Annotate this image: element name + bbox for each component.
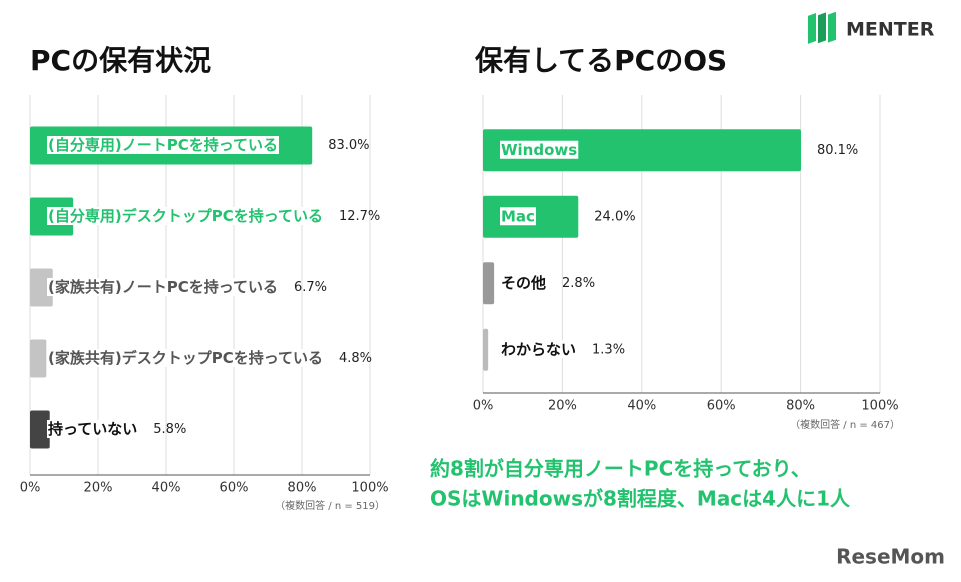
x-tick-label: 100% — [351, 481, 388, 496]
category-label: 持っていない — [48, 420, 137, 438]
label-background — [500, 140, 579, 159]
x-tick-label: 20% — [548, 399, 577, 414]
x-tick-label: 80% — [288, 481, 317, 496]
chart-title: PCの保有状況 — [30, 44, 211, 77]
value-label: 6.7% — [294, 280, 327, 295]
x-tick-label: 100% — [861, 399, 898, 414]
value-label: 24.0% — [594, 209, 635, 224]
category-label: わからない — [501, 340, 576, 358]
category-label: (自分専用)ノートPCを持っている — [48, 136, 278, 154]
category-label: Windows — [501, 141, 577, 159]
label-background — [47, 420, 139, 438]
value-label: 4.8% — [339, 351, 372, 366]
value-label: 2.8% — [562, 276, 595, 291]
x-tick-label: 60% — [707, 399, 736, 414]
category-label: (家族共有)デスクトップPCを持っている — [48, 349, 323, 367]
label-background — [500, 340, 578, 359]
category-label: (家族共有)ノートPCを持っている — [48, 278, 278, 296]
value-label: 80.1% — [817, 143, 858, 158]
chart: 保有してるPCのOS 0% 20% 40% 60% 80% 100% （複数回答 / n = … — [473, 44, 900, 431]
x-tick-label: 0% — [473, 399, 494, 414]
watermark: ReseMom — [836, 545, 945, 569]
logo-mark — [828, 11, 836, 43]
value-label: 5.8% — [153, 422, 186, 437]
x-tick-label: 40% — [152, 481, 181, 496]
brand-logo: MENTER — [808, 11, 935, 44]
bar — [30, 410, 50, 449]
chart: PCの保有状況 0% 20% 40% 60% 80% 100% （複数回答 / n = 519… — [20, 44, 389, 512]
x-tick-label: 60% — [220, 481, 249, 496]
bar — [483, 262, 495, 305]
chart-note: （複数回答 / n = 519） — [275, 499, 385, 512]
x-tick-label: 80% — [786, 399, 815, 414]
brand: MENTER — [846, 19, 935, 41]
label-background — [47, 278, 279, 296]
category-label: (自分専用)デスクトップPCを持っている — [48, 207, 323, 225]
bar — [483, 328, 489, 371]
bar — [483, 129, 801, 172]
chart-note: （複数回答 / n = 467） — [790, 418, 900, 431]
x-tick-label: 40% — [627, 399, 656, 414]
value-label: 12.7% — [339, 209, 380, 224]
category-label: Mac — [501, 207, 535, 225]
label-background — [47, 136, 279, 154]
label-background — [500, 273, 548, 292]
annotation: 約8割が自分専用ノートPCを持っており、 — [430, 457, 811, 481]
label-background — [500, 207, 536, 226]
value-label: 1.3% — [592, 342, 625, 357]
label-background — [47, 207, 324, 225]
x-tick-label: 0% — [20, 481, 41, 496]
chart-title: 保有してるPCのOS — [475, 44, 727, 77]
category-label: その他 — [501, 274, 546, 292]
value-label: 83.0% — [328, 138, 369, 153]
annotation: OSはWindowsが8割程度、Macは4人に1人 — [430, 487, 851, 511]
bar — [30, 339, 47, 378]
logo-mark — [818, 12, 826, 44]
logo-mark — [808, 13, 816, 44]
label-background — [47, 349, 324, 367]
x-tick-label: 20% — [84, 481, 113, 496]
